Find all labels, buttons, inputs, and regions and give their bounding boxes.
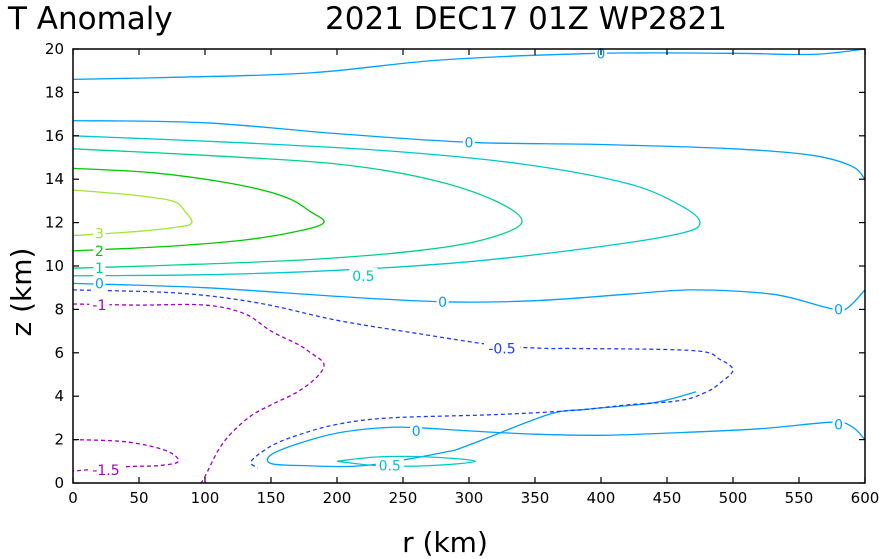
contour-label-bg-5: [463, 134, 475, 151]
x-tick-label-5: 250: [389, 489, 418, 507]
chart-title: T Anomaly: [7, 1, 173, 37]
x-tick-label-9: 450: [653, 489, 682, 507]
contour-label-13: -1: [92, 298, 106, 314]
contour-label-bg-12: [484, 340, 520, 357]
chart-subtitle: 2021 DEC17 01Z WP2821: [325, 1, 727, 37]
x-tick-label-12: 600: [851, 489, 879, 507]
contour-label-bg-2: [93, 260, 106, 277]
x-tick-label-1: 50: [129, 489, 148, 507]
contour-label-5: 0: [465, 135, 474, 151]
contour-line-2-1: [72, 167, 325, 252]
y-axis-label: z (km): [5, 248, 38, 337]
x-tick-label-10: 500: [719, 489, 748, 507]
contour-line--1-10: [72, 303, 325, 484]
contour-label-2: 1: [95, 261, 104, 277]
contour-lines: [72, 48, 866, 484]
contour-line--1p5-11: [72, 438, 180, 472]
x-tick-label-0: 0: [68, 489, 78, 507]
contour-label-bg-11: [375, 457, 404, 474]
contour-line-0p5-8: [336, 455, 477, 467]
contour-label-4: 0.5: [352, 269, 374, 285]
contour-label-bg-13: [89, 297, 110, 314]
contour-label-14: -1.5: [92, 463, 119, 479]
contour-label-3: 0: [95, 276, 104, 292]
contour-line--0p5-9: [72, 289, 734, 469]
contour-line-0-7: [266, 391, 866, 468]
contour-label-1: 2: [95, 244, 104, 260]
x-tick-label-3: 150: [257, 489, 286, 507]
y-tick-label-1: 2: [54, 431, 64, 449]
y-tick-label-3: 6: [54, 344, 64, 362]
contour-label-8: 0: [834, 302, 843, 318]
contour-label-0: 3: [95, 227, 104, 243]
y-tick-label-2: 4: [54, 387, 64, 405]
contour-label-bg-9: [832, 416, 845, 433]
contour-line-0-4: [72, 48, 866, 81]
contour-label-bg-14: [88, 462, 124, 478]
y-tick-label-0: 0: [54, 474, 64, 492]
contour-line-0p5-3: [72, 135, 701, 277]
y-tick-label-10: 20: [45, 40, 64, 58]
contour-label-10: 0: [412, 424, 421, 440]
y-tick-label-9: 18: [45, 83, 64, 101]
contour-label-bg-3: [93, 275, 106, 292]
plot-frame: [72, 48, 866, 484]
x-tick-label-7: 350: [521, 489, 550, 507]
contour-label-bg-7: [436, 293, 449, 310]
contour-label-bg-10: [410, 422, 423, 439]
contour-label-11: 0.5: [379, 459, 401, 475]
y-tick-label-4: 8: [54, 300, 64, 318]
contour-label-7: 0: [438, 295, 447, 311]
y-tick-label-8: 16: [45, 127, 64, 145]
contour-label-bg-1: [93, 242, 106, 259]
contour-label-9: 0: [834, 417, 843, 433]
x-axis-label: r (km): [402, 526, 488, 559]
x-tick-label-2: 100: [191, 489, 220, 507]
x-tick-label-6: 300: [455, 489, 484, 507]
contour-line-0-6: [72, 282, 866, 312]
contour-label-bg-4: [349, 267, 378, 284]
contour-line-3-0: [72, 189, 193, 237]
y-tick-label-7: 14: [45, 170, 64, 188]
contour-line-1-2: [72, 148, 523, 269]
x-tick-label-4: 200: [323, 489, 352, 507]
contour-label-bg-8: [832, 301, 845, 318]
contour-label-12: -0.5: [488, 342, 515, 358]
x-axis-ticks: 0 50 100 150 200 250 300 350 400 450 500 550 600: [68, 49, 879, 507]
y-tick-label-5: 10: [45, 257, 64, 275]
contour-line-0-5: [72, 119, 866, 180]
contour-label-bg-0: [93, 225, 106, 242]
x-tick-label-8: 400: [587, 489, 616, 507]
y-tick-label-6: 12: [45, 214, 64, 232]
x-tick-label-11: 550: [785, 489, 814, 507]
